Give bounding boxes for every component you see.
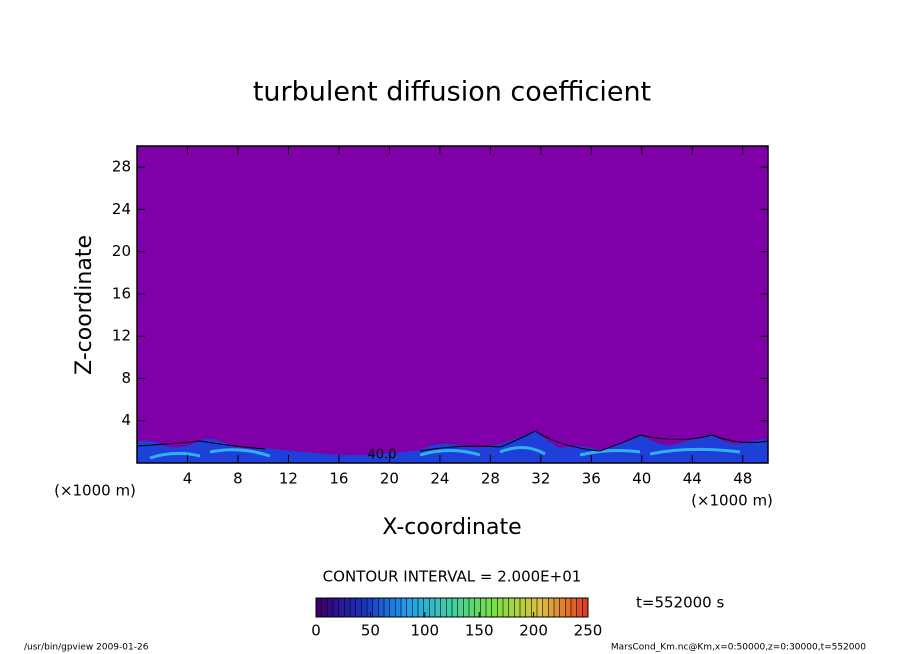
- colorbar-tick-label: 50: [361, 622, 380, 640]
- x-tick-label: 12: [279, 470, 298, 488]
- x-tick-label: 48: [733, 470, 752, 488]
- x-tick-label: 20: [380, 470, 399, 488]
- colorbar-stripe: [440, 598, 447, 617]
- colorbar-stripe: [344, 598, 350, 617]
- colorbar-stripe: [429, 598, 435, 617]
- colorbar-stripe: [491, 598, 498, 617]
- contour-label: 40.0: [368, 448, 397, 463]
- colorbar-stripe: [559, 598, 566, 617]
- colorbar-stripe: [412, 598, 418, 617]
- colorbar-stripe: [327, 598, 333, 617]
- colorbar-stripe: [571, 598, 577, 617]
- contour-interval: CONTOUR INTERVAL = 2.000E+01: [323, 568, 582, 586]
- colorbar-stripe: [333, 598, 339, 617]
- colorbar-stripe: [542, 598, 549, 617]
- x-unit-left: (×1000 m): [54, 482, 136, 500]
- colorbar-stripe: [406, 598, 413, 617]
- colorbar-stripe: [582, 598, 588, 617]
- colorbar-stripe: [469, 598, 475, 617]
- colorbar-stripe: [446, 598, 452, 617]
- colorbar-stripe: [548, 598, 554, 617]
- colorbar-stripe: [508, 598, 515, 617]
- y-tick-label: 20: [112, 242, 131, 260]
- x-tick-label: 16: [329, 470, 348, 488]
- colorbar-stripe: [503, 598, 509, 617]
- x-tick-label: 40: [632, 470, 651, 488]
- y-tick-label: 12: [112, 327, 131, 345]
- colorbar-stripe: [378, 598, 384, 617]
- x-tick-label: 4: [183, 470, 193, 488]
- colorbar-stripe: [367, 598, 373, 617]
- x-tick-label: 44: [683, 470, 702, 488]
- colorbar-stripe: [520, 598, 526, 617]
- colorbar-stripe: [463, 598, 469, 617]
- time-label: t=552000 s: [636, 594, 724, 612]
- y-tick-label: 16: [112, 284, 131, 302]
- colorbar-stripe: [355, 598, 362, 617]
- colorbar-stripe: [457, 598, 464, 617]
- colorbar-stripe: [350, 598, 356, 617]
- x-unit-right: (×1000 m): [691, 492, 773, 510]
- x-axis-label: X-coordinate: [382, 515, 521, 540]
- colorbar-stripe: [537, 598, 543, 617]
- colorbar-tick-label: 100: [410, 622, 439, 640]
- colorbar-stripe: [514, 598, 520, 617]
- colorbar-stripe: [554, 598, 560, 617]
- colorbar-stripe: [452, 598, 458, 617]
- chart-title: turbulent diffusion coefficient: [253, 77, 651, 108]
- colorbar-stripe: [389, 598, 396, 617]
- colorbar-stripe: [321, 598, 328, 617]
- footer-left: /usr/bin/gpview 2009-01-26: [24, 643, 149, 653]
- colorbar-stripe: [423, 598, 430, 617]
- x-tick-label: 28: [481, 470, 500, 488]
- x-tick-label: 24: [430, 470, 449, 488]
- colorbar-tick-label: 0: [311, 622, 321, 640]
- y-tick-label: 8: [121, 369, 131, 387]
- colorbar: 0 50 100 150 200 250: [311, 597, 603, 640]
- boundary-layer-detail: [149, 446, 741, 460]
- colorbar-stripe: [474, 598, 481, 617]
- colorbar-stripe: [531, 598, 537, 617]
- plot-frame: [136, 145, 769, 464]
- colorbar-stripe: [372, 598, 379, 617]
- colorbar-stripe: [497, 598, 503, 617]
- colorbar-stripe: [480, 598, 486, 617]
- colorbar-stripe: [401, 598, 407, 617]
- colorbar-stripe: [361, 598, 367, 617]
- colorbar-stripe: [435, 598, 441, 617]
- contour-field: [137, 146, 768, 463]
- colorbar-tick-label: 250: [574, 622, 603, 640]
- colorbar-stripe: [316, 598, 322, 617]
- colorbar-stripe: [486, 598, 492, 617]
- x-tick-label: 32: [531, 470, 550, 488]
- colorbar-stripe: [565, 598, 571, 617]
- colorbar-tick-label: 200: [519, 622, 548, 640]
- y-axis-label: Z-coordinate: [72, 235, 97, 375]
- colorbar-tick-label: 150: [465, 622, 494, 640]
- colorbar-stripe: [384, 598, 390, 617]
- y-tick-label: 4: [121, 411, 131, 429]
- colorbar-frame: [315, 597, 589, 618]
- x-tick-label: 8: [233, 470, 243, 488]
- colorbar-stripe: [525, 598, 532, 617]
- colorbar-stripe: [395, 598, 401, 617]
- footer-right: MarsCond_Km.nc@Km,x=0:50000,z=0:30000,t=…: [611, 643, 866, 653]
- colorbar-stripe: [576, 598, 583, 617]
- y-tick-label: 24: [112, 200, 131, 218]
- y-tick-label: 28: [112, 158, 131, 176]
- colorbar-stripe: [338, 598, 345, 617]
- x-tick-label: 36: [582, 470, 601, 488]
- colorbar-stripe: [418, 598, 424, 617]
- contour-line: [136, 430, 769, 452]
